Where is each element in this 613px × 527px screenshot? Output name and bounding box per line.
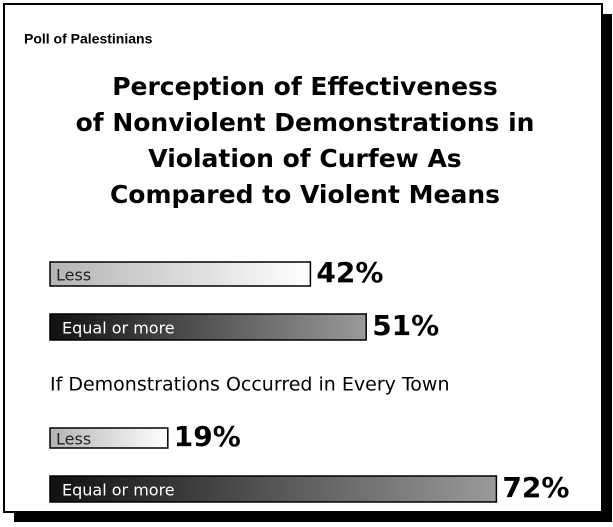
header: Poll of Palestinians (24, 31, 153, 47)
bar (49, 261, 312, 287)
bar-label: Equal or more (62, 481, 175, 500)
value-label: 72% (502, 471, 569, 504)
value-label: 19% (174, 420, 241, 453)
bar (49, 427, 169, 449)
chart-title: If Demonstrations Occurred in Every Town (50, 374, 450, 396)
bar (49, 313, 367, 341)
bar-label: Less (56, 430, 91, 449)
value-label: 42% (316, 256, 383, 289)
chart-title: Compared to Violent Means (110, 180, 500, 209)
chart-title: Perception of Effectiveness (112, 72, 498, 101)
bar (49, 475, 498, 503)
bar-label: Less (56, 266, 91, 285)
value-label: 51% (372, 309, 439, 342)
chart-title: of Nonviolent Demonstrations in (76, 108, 535, 137)
chart-title: Violation of Curfew As (148, 144, 461, 173)
bar-label: Equal or more (62, 319, 175, 338)
